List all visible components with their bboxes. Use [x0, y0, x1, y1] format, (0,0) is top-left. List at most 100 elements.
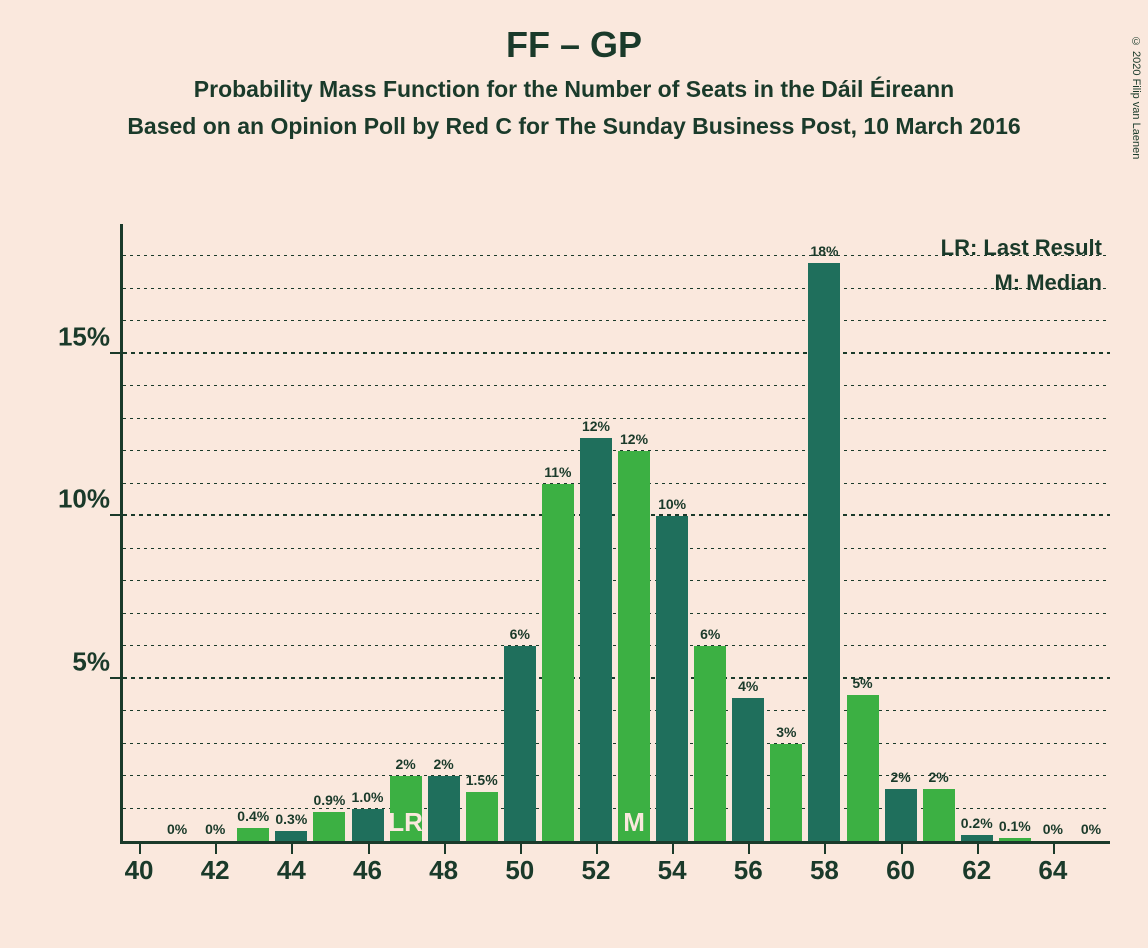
bar: [542, 484, 574, 841]
x-tick: [444, 844, 446, 854]
gridline-minor: [123, 450, 1110, 451]
x-axis-label: 58: [810, 855, 839, 886]
bar-value-label: 0%: [1043, 821, 1063, 837]
x-tick: [748, 844, 750, 854]
chart-subtitle: Probability Mass Function for the Number…: [0, 76, 1148, 103]
bar: [237, 828, 269, 841]
x-axis: [120, 841, 1110, 844]
x-axis-label: 44: [277, 855, 306, 886]
chart-source: Based on an Opinion Poll by Red C for Th…: [0, 113, 1148, 140]
gridline-minor: [123, 288, 1110, 289]
bar-value-label: 3%: [776, 724, 796, 740]
chart-plot-area: LR: Last Result M: Median 5%10%15%404244…: [120, 224, 1110, 844]
y-tick: [110, 352, 120, 354]
gridline-minor: [123, 483, 1110, 484]
bar: [885, 789, 917, 841]
bar-value-label: 2%: [890, 769, 910, 785]
x-tick: [368, 844, 370, 854]
bar-value-label: 0.9%: [313, 792, 345, 808]
bar-value-label: 1.0%: [352, 789, 384, 805]
gridline-minor: [123, 743, 1110, 744]
bar-value-label: 0.1%: [999, 818, 1031, 834]
bar-value-label: 2%: [929, 769, 949, 785]
gridline-minor: [123, 808, 1110, 809]
bar: [656, 516, 688, 841]
gridline-minor: [123, 710, 1110, 711]
y-tick: [110, 677, 120, 679]
bar: [999, 838, 1031, 841]
x-tick: [139, 844, 141, 854]
bar-value-label: 12%: [582, 418, 610, 434]
bar-value-label: 0%: [1081, 821, 1101, 837]
bar-value-label: 4%: [738, 678, 758, 694]
bar-value-label: 1.5%: [466, 772, 498, 788]
x-axis-label: 50: [505, 855, 534, 886]
bar: [352, 809, 384, 841]
x-axis-label: 60: [886, 855, 915, 886]
x-axis-label: 56: [734, 855, 763, 886]
x-tick: [291, 844, 293, 854]
bar-value-label: 2%: [434, 756, 454, 772]
legend-m: M: Median: [941, 265, 1102, 300]
bar: [466, 792, 498, 841]
bar: [923, 789, 955, 841]
x-tick: [901, 844, 903, 854]
gridline-minor: [123, 775, 1110, 776]
gridline-minor: [123, 548, 1110, 549]
median-marker: M: [623, 807, 645, 838]
bar: [275, 831, 307, 841]
x-axis-label: 40: [125, 855, 154, 886]
bar-value-label: 6%: [700, 626, 720, 642]
x-axis-label: 62: [962, 855, 991, 886]
x-tick: [215, 844, 217, 854]
gridline-minor: [123, 418, 1110, 419]
x-axis-label: 64: [1038, 855, 1067, 886]
bar-value-label: 12%: [620, 431, 648, 447]
bar-value-label: 0.3%: [275, 811, 307, 827]
y-axis-label: 15%: [30, 321, 110, 352]
x-tick: [520, 844, 522, 854]
gridline-major: [123, 677, 1110, 679]
bar: [808, 263, 840, 841]
copyright-text: © 2020 Filip van Laenen: [1130, 36, 1142, 159]
last-result-marker: LR: [388, 807, 423, 838]
bar-value-label: 0%: [205, 821, 225, 837]
bar: [732, 698, 764, 841]
bar-value-label: 0.4%: [237, 808, 269, 824]
gridline-major: [123, 514, 1110, 516]
x-axis-label: 54: [658, 855, 687, 886]
x-axis-label: 42: [201, 855, 230, 886]
y-tick: [110, 514, 120, 516]
bar-value-label: 0.2%: [961, 815, 993, 831]
bar: [580, 438, 612, 841]
bar: [847, 695, 879, 841]
bar: [618, 451, 650, 841]
bar-value-label: 10%: [658, 496, 686, 512]
y-axis-label: 5%: [30, 646, 110, 677]
bar: [428, 776, 460, 841]
x-axis-label: 48: [429, 855, 458, 886]
bar: [313, 812, 345, 841]
gridline-minor: [123, 255, 1110, 256]
bar: [694, 646, 726, 841]
legend: LR: Last Result M: Median: [941, 230, 1102, 300]
y-axis: [120, 224, 123, 844]
bar: [961, 835, 993, 841]
gridline-minor: [123, 613, 1110, 614]
x-axis-label: 52: [581, 855, 610, 886]
bar-value-label: 0%: [167, 821, 187, 837]
x-tick: [824, 844, 826, 854]
x-tick: [1053, 844, 1055, 854]
bar-value-label: 5%: [852, 675, 872, 691]
bar: [770, 744, 802, 841]
gridline-minor: [123, 385, 1110, 386]
gridline-major: [123, 352, 1110, 354]
bar-value-label: 11%: [544, 464, 571, 480]
x-tick: [596, 844, 598, 854]
gridline-minor: [123, 580, 1110, 581]
x-tick: [672, 844, 674, 854]
x-tick: [977, 844, 979, 854]
x-axis-label: 46: [353, 855, 382, 886]
chart-title: FF – GP: [0, 24, 1148, 66]
bar: [504, 646, 536, 841]
